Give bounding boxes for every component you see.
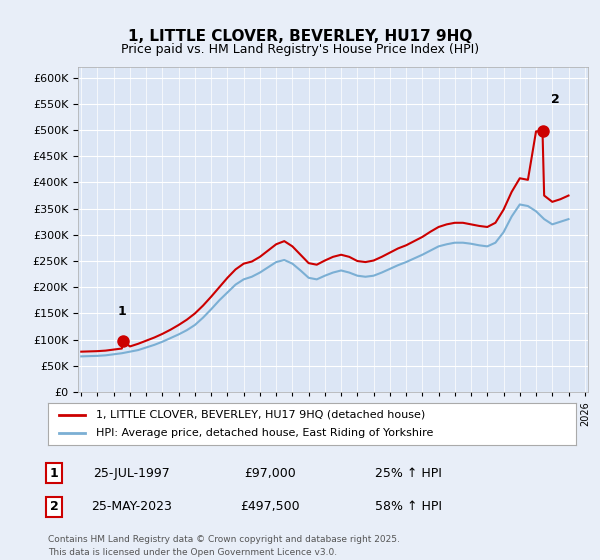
Text: 25-JUL-1997: 25-JUL-1997 [94,466,170,480]
Text: 25-MAY-2023: 25-MAY-2023 [92,500,172,514]
Text: Price paid vs. HM Land Registry's House Price Index (HPI): Price paid vs. HM Land Registry's House … [121,43,479,56]
Text: 1: 1 [118,305,127,318]
Text: 2: 2 [551,92,559,106]
Text: 1: 1 [50,466,58,480]
Text: HPI: Average price, detached house, East Riding of Yorkshire: HPI: Average price, detached house, East… [95,428,433,438]
Text: 58% ↑ HPI: 58% ↑ HPI [374,500,442,514]
Text: Contains HM Land Registry data © Crown copyright and database right 2025.
This d: Contains HM Land Registry data © Crown c… [48,535,400,557]
Text: 1, LITTLE CLOVER, BEVERLEY, HU17 9HQ (detached house): 1, LITTLE CLOVER, BEVERLEY, HU17 9HQ (de… [95,410,425,420]
Text: £97,000: £97,000 [244,466,296,480]
Text: 1, LITTLE CLOVER, BEVERLEY, HU17 9HQ: 1, LITTLE CLOVER, BEVERLEY, HU17 9HQ [128,29,472,44]
Text: 25% ↑ HPI: 25% ↑ HPI [374,466,442,480]
Text: 2: 2 [50,500,58,514]
Text: £497,500: £497,500 [240,500,300,514]
